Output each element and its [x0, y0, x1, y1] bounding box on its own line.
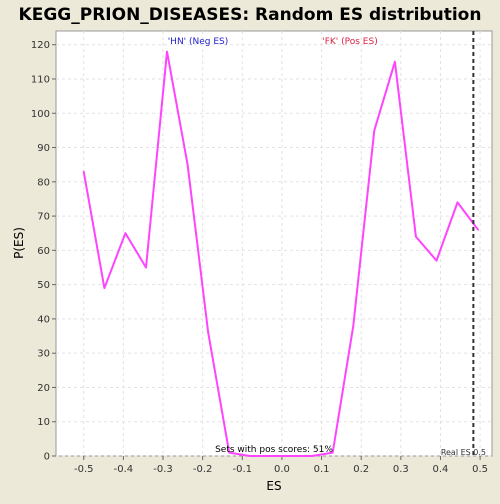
data-point	[352, 324, 355, 327]
data-point	[207, 331, 210, 334]
y-tick-label: 70	[37, 212, 50, 223]
data-point	[82, 170, 85, 173]
x-tick-label: 0.1	[314, 464, 330, 475]
data-point	[269, 455, 272, 457]
series-line	[82, 50, 479, 457]
y-tick-label: 90	[37, 143, 50, 154]
y-tick-label: 110	[31, 74, 50, 85]
x-tick-label: -0.2	[193, 464, 213, 475]
x-tick-label: 0.4	[433, 464, 449, 475]
y-tick-label: 120	[31, 40, 50, 51]
y-tick-label: 80	[37, 177, 50, 188]
data-point	[415, 235, 417, 238]
data-point	[456, 201, 459, 204]
annotations: 'HN' (Neg ES) 'FK' (Pos ES) Sets with po…	[168, 37, 486, 457]
y-tick-label: 20	[37, 383, 50, 394]
y-tick-label: 30	[37, 349, 50, 360]
data-point	[103, 287, 106, 289]
data-point	[311, 455, 313, 457]
y-axis-label: P(ES)	[12, 227, 26, 259]
y-tick-label: 60	[37, 246, 50, 257]
pos-scores-label: Sets with pos scores: 51%	[215, 445, 333, 455]
chart-title: KEGG_PRION_DISEASES: Random ES distribut…	[19, 5, 482, 25]
data-point	[435, 259, 438, 262]
real-es-label: Real ES 0.5	[441, 448, 486, 457]
y-tick-label: 50	[37, 280, 50, 291]
data-point	[331, 451, 334, 454]
grid	[56, 31, 492, 457]
y-tick-label: 10	[37, 417, 50, 428]
axes: -0.5 -0.4 -0.3 -0.2 -0.1 0.0 0.1 0.2 0.3 0.4 0.5 0 1…	[31, 40, 488, 475]
y-tick-label: 0	[44, 452, 50, 463]
x-tick-label: -0.1	[233, 464, 253, 475]
data-point	[290, 455, 293, 457]
x-axis-label: ES	[266, 479, 281, 493]
y-tick-label: 40	[37, 314, 50, 325]
data-point	[373, 129, 376, 132]
x-tick-label: 0.2	[353, 464, 369, 475]
neg-es-label: 'HN' (Neg ES)	[168, 37, 229, 47]
data-point	[124, 232, 127, 235]
x-tick-label: -0.4	[114, 464, 134, 475]
data-point	[477, 228, 479, 231]
data-point	[394, 61, 396, 63]
y-tick-label: 100	[31, 109, 50, 120]
data-point	[145, 266, 147, 269]
x-tick-label: 0.3	[393, 464, 409, 475]
x-tick-label: -0.5	[74, 464, 94, 475]
plot-area	[55, 30, 493, 457]
series	[82, 31, 479, 457]
data-point	[186, 163, 189, 166]
x-tick-label: 0.0	[274, 464, 290, 475]
x-tick-label: -0.3	[153, 464, 173, 475]
pos-es-label: 'FK' (Pos ES)	[322, 37, 377, 47]
x-tick-label: 0.5	[472, 464, 488, 475]
data-point	[249, 455, 251, 457]
data-point	[228, 451, 231, 454]
data-point	[166, 50, 168, 53]
